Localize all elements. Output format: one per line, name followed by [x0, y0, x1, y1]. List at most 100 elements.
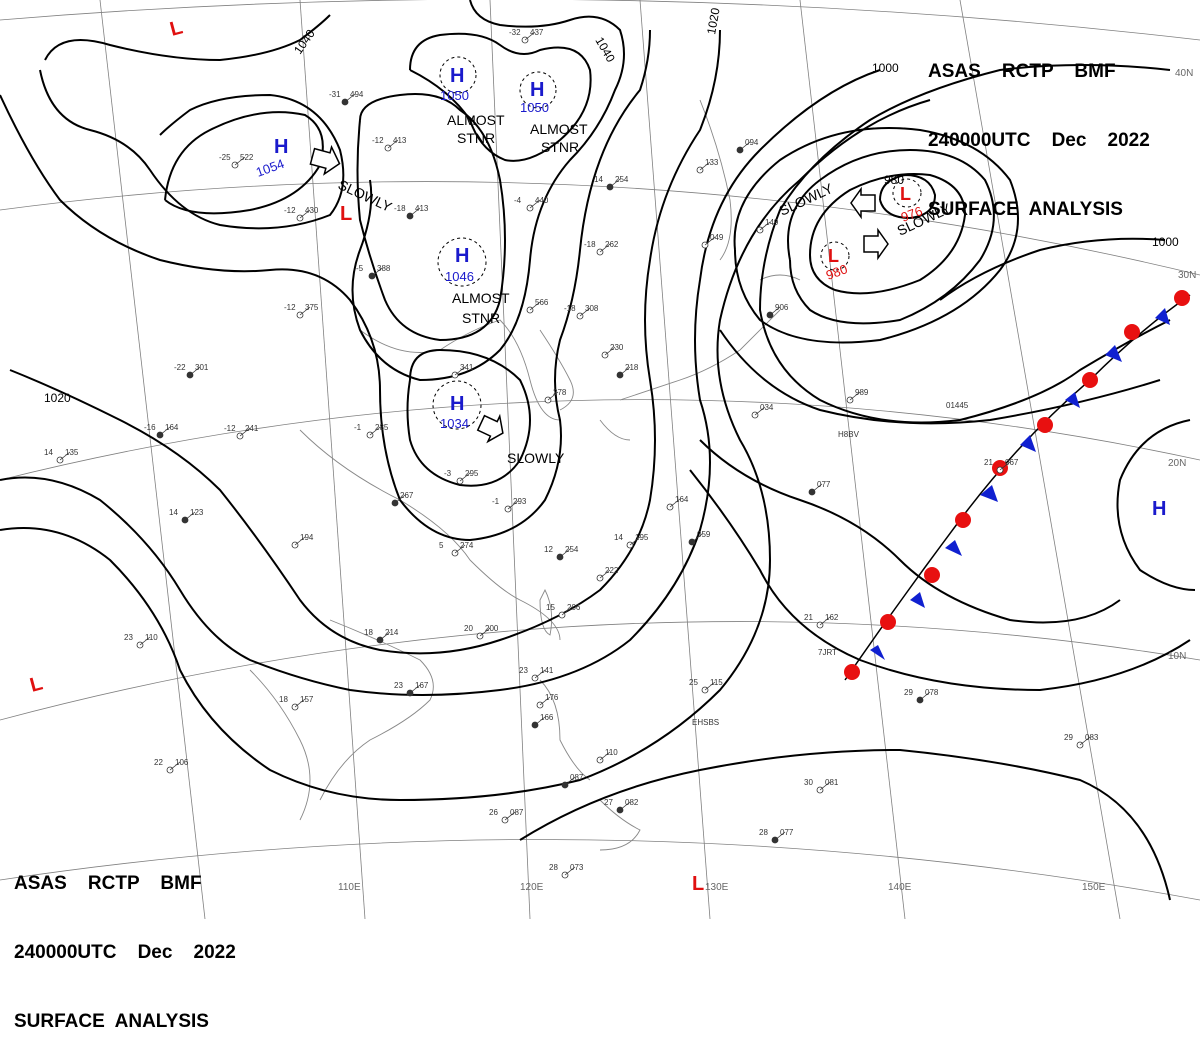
lat-line-20n — [0, 399, 1200, 481]
low-letter: L — [692, 873, 704, 895]
wind-barb-icon — [559, 548, 571, 558]
coast-china-east — [299, 429, 561, 641]
lat-line-40n — [0, 0, 1200, 41]
station-pressure: 214 — [385, 628, 399, 637]
station-plot: -18 413 — [394, 204, 429, 220]
station-pressure: 906 — [775, 303, 789, 312]
station-plot: -31 494 — [329, 90, 364, 106]
station-pressure: 082 — [625, 798, 639, 807]
high-pressure: 1046 — [445, 269, 474, 284]
isobar-1050-top — [409, 32, 592, 162]
station-temp: 28 — [759, 828, 768, 837]
lon-label: 130E — [705, 882, 729, 893]
station-pressure: 437 — [530, 28, 544, 37]
coast-taiwan — [539, 588, 553, 636]
ship-id: 7JRT — [818, 648, 837, 657]
station-plot: -25 522 — [219, 153, 254, 169]
isobar-low-mid — [809, 173, 967, 295]
station-plot: 5 274 — [439, 541, 474, 557]
station-pressure: 087 — [570, 773, 584, 782]
station-temp: 26 — [489, 808, 498, 817]
wind-barb-icon — [619, 366, 631, 376]
isobar-h-east — [1116, 419, 1196, 591]
station-pressure: 218 — [625, 363, 639, 372]
station-plot: 049 — [701, 233, 724, 249]
station-plot: 21 067 — [984, 458, 1019, 474]
station-plot: -12 241 — [224, 424, 259, 440]
wind-barb-icon — [739, 141, 751, 151]
wind-barb-icon — [604, 346, 616, 356]
station-plot: -5 388 — [356, 264, 391, 280]
station-plot: 23 110 — [124, 633, 158, 649]
isobar-south — [519, 748, 1171, 901]
station-pressure: 388 — [377, 264, 391, 273]
station-pressure: 157 — [300, 695, 314, 704]
wind-barb-icon — [811, 483, 823, 493]
wind-barb-icon — [184, 511, 196, 521]
motion-arrow-icon — [476, 413, 504, 444]
station-plot: 14 123 — [169, 508, 204, 524]
isobar-980 — [879, 173, 937, 220]
high-letter: H — [450, 65, 464, 87]
chart-header-bottom-left: ASAS RCTP BMF 240000UTC Dec 2022 SURFACE… — [14, 826, 236, 1056]
high-center: H 1034 — [432, 380, 482, 431]
station-pressure: 176 — [545, 693, 559, 702]
wind-barb-icon — [599, 751, 611, 761]
lon-line-140e — [799, 0, 906, 919]
isobar-east-mid — [699, 439, 1121, 624]
isobar-label: 980 — [884, 173, 904, 187]
high-letter: H — [455, 245, 469, 267]
station-plot: -3 295 — [444, 469, 479, 485]
station-plot: 21 162 — [804, 613, 839, 629]
station-pressure: 278 — [553, 388, 567, 397]
station-pressure: 078 — [925, 688, 939, 697]
station-pressure: 301 — [195, 363, 209, 372]
station-plot: -12 375 — [284, 303, 319, 319]
station-temp: 21 — [804, 613, 813, 622]
high-pressure: 1034 — [440, 416, 469, 431]
station-temp: 15 — [546, 603, 555, 612]
station-plot: 087 — [561, 773, 584, 789]
isobar-1040-center — [351, 0, 625, 382]
coast-korea — [539, 329, 574, 411]
wind-barb-icon — [534, 716, 546, 726]
station-pressure: 430 — [305, 206, 319, 215]
station-plot: 166 — [531, 713, 554, 729]
station-pressure: 989 — [855, 388, 869, 397]
station-plot: 22 106 — [154, 758, 189, 774]
isobar-west-ring — [39, 69, 345, 230]
isobar-1040-west — [44, 14, 331, 62]
station-pressure: 077 — [780, 828, 794, 837]
wind-barb-icon — [704, 681, 716, 691]
isobar-1000-east — [939, 237, 1166, 301]
wind-barb-icon — [454, 366, 466, 376]
isobar-east-outer — [719, 329, 1161, 425]
station-pressure: 254 — [615, 175, 629, 184]
motion-label: ALMOST — [530, 121, 588, 137]
wind-barb-icon — [524, 31, 536, 41]
station-plot: 26 087 — [489, 808, 524, 824]
station-pressure: 375 — [305, 303, 319, 312]
station-temp: -25 — [219, 153, 231, 162]
station-temp: -22 — [174, 363, 186, 372]
header-line-2: 240000UTC Dec 2022 — [928, 130, 1150, 151]
station-pressure: 285 — [375, 423, 389, 432]
station-plot: 176 — [536, 693, 559, 709]
station-pressure: 094 — [745, 138, 759, 147]
coast-mindanao — [599, 799, 641, 851]
station-pressure: 566 — [535, 298, 549, 307]
motion-arrow-icon — [309, 144, 341, 176]
wind-barb-icon — [999, 461, 1011, 471]
station-plot: 110 — [596, 748, 618, 764]
station-temp: -4 — [514, 196, 522, 205]
station-pressure: 162 — [825, 613, 839, 622]
station-pressure: 135 — [65, 448, 79, 457]
station-temp: 21 — [984, 458, 993, 467]
station-plot: 27 082 — [604, 798, 639, 814]
station-plot: 12 254 — [544, 545, 579, 561]
wind-barb-icon — [691, 533, 703, 543]
station-temp: 27 — [604, 798, 613, 807]
chart-header-top-right: ASAS RCTP BMF 240000UTC Dec 2022 SURFACE… — [928, 14, 1150, 244]
low-center: L 980 — [820, 241, 850, 283]
station-plot: -18 308 — [564, 304, 599, 320]
